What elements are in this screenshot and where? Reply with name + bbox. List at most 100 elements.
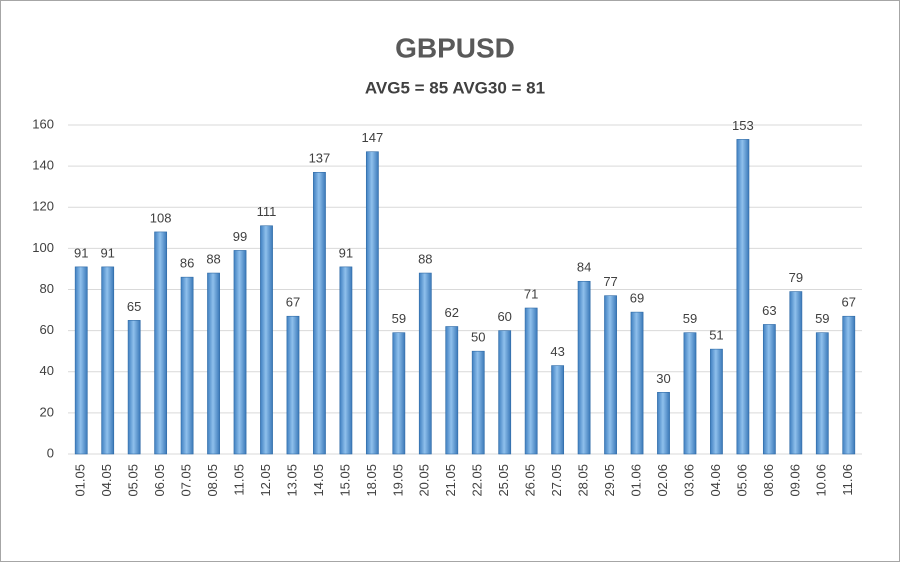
x-tick-label: 04.06 <box>708 464 723 497</box>
bar <box>498 330 512 455</box>
y-tick-label: 60 <box>40 322 54 337</box>
x-tick-label: 09.06 <box>787 464 802 497</box>
x-tick-label: 14.05 <box>311 464 326 497</box>
data-label: 60 <box>497 309 511 324</box>
bar <box>127 320 141 455</box>
x-tick-label: 11.06 <box>840 464 855 496</box>
data-label: 91 <box>100 245 114 260</box>
x-tick-label: 20.05 <box>417 464 432 497</box>
data-label: 65 <box>127 299 141 314</box>
bar <box>657 392 670 455</box>
data-label: 43 <box>550 344 564 359</box>
x-tick-label: 01.05 <box>73 464 88 497</box>
data-label: 91 <box>74 245 88 260</box>
data-label: 88 <box>418 251 432 266</box>
data-label: 30 <box>656 371 670 386</box>
x-tick-label: 21.05 <box>443 464 458 497</box>
bar <box>842 315 856 455</box>
x-tick-label: 08.06 <box>761 464 776 497</box>
data-label: 51 <box>709 328 723 343</box>
y-tick-label: 40 <box>40 363 54 378</box>
bar <box>736 139 750 455</box>
data-label: 86 <box>180 256 194 271</box>
bar <box>683 332 697 455</box>
data-label: 108 <box>150 210 172 225</box>
bar <box>789 291 803 455</box>
chart-title: GBPUSD <box>395 32 515 63</box>
x-tick-label: 13.05 <box>284 464 299 497</box>
x-tick-label: 15.05 <box>337 464 352 497</box>
x-tick-label: 08.05 <box>205 464 220 497</box>
data-label: 88 <box>206 251 220 266</box>
bar <box>551 365 565 455</box>
x-tick-label: 01.06 <box>628 464 643 497</box>
data-label: 147 <box>362 130 384 145</box>
bar <box>392 332 406 455</box>
x-tick-label: 27.05 <box>549 464 564 497</box>
y-tick-label: 80 <box>40 281 54 296</box>
x-tick-label: 07.05 <box>179 464 194 497</box>
bar <box>418 272 432 455</box>
data-label: 77 <box>603 274 617 289</box>
x-tick-label: 11.05 <box>231 464 246 496</box>
bar <box>207 272 220 455</box>
data-label: 62 <box>445 305 459 320</box>
x-tick-label: 26.05 <box>523 464 538 497</box>
x-tick-label: 05.05 <box>126 464 141 497</box>
bar <box>233 250 247 455</box>
bar <box>710 348 723 455</box>
x-tick-label: 02.06 <box>655 464 670 497</box>
bar <box>445 326 459 455</box>
data-label: 99 <box>233 229 247 244</box>
x-tick-label: 28.05 <box>576 464 591 497</box>
x-tick-label: 04.05 <box>99 464 114 497</box>
data-label: 59 <box>392 311 406 326</box>
y-tick-label: 20 <box>40 404 54 419</box>
data-label: 111 <box>257 204 277 219</box>
bar <box>286 315 300 455</box>
bar <box>339 266 353 455</box>
bar <box>365 151 379 455</box>
bar <box>524 307 538 455</box>
x-tick-label: 12.05 <box>258 464 273 497</box>
data-label: 69 <box>630 291 644 306</box>
x-tick-label: 05.06 <box>734 464 749 497</box>
data-label: 79 <box>789 270 803 285</box>
bar <box>154 231 168 455</box>
y-tick-label: 0 <box>47 445 54 460</box>
bar <box>260 225 273 455</box>
y-tick-label: 140 <box>32 158 54 173</box>
bar <box>815 332 829 455</box>
data-label: 84 <box>577 260 591 275</box>
y-tick-label: 120 <box>32 199 54 214</box>
data-label: 59 <box>815 311 829 326</box>
y-tick-label: 100 <box>32 240 54 255</box>
bar <box>101 266 115 455</box>
x-tick-label: 19.05 <box>390 464 405 497</box>
data-label: 63 <box>762 303 776 318</box>
bar <box>74 266 88 455</box>
bar <box>630 311 644 455</box>
data-label: 71 <box>524 286 538 301</box>
bar <box>577 280 591 455</box>
data-label: 67 <box>286 295 300 310</box>
chart-subtitle: AVG5 = 85 AVG30 = 81 <box>365 78 545 97</box>
data-label: 67 <box>842 295 856 310</box>
x-tick-label: 29.05 <box>602 464 617 497</box>
x-tick-label: 03.06 <box>681 464 696 497</box>
bar <box>313 171 326 455</box>
x-tick-label: 18.05 <box>364 464 379 497</box>
data-label: 59 <box>683 311 697 326</box>
bar <box>604 295 617 455</box>
bar <box>471 350 485 455</box>
data-label: 91 <box>339 245 353 260</box>
x-tick-label: 06.05 <box>152 464 167 497</box>
data-label: 137 <box>309 151 331 166</box>
x-tick-label: 10.06 <box>814 464 829 497</box>
data-label: 153 <box>732 118 754 133</box>
bar <box>762 324 776 455</box>
y-tick-label: 160 <box>32 116 54 131</box>
